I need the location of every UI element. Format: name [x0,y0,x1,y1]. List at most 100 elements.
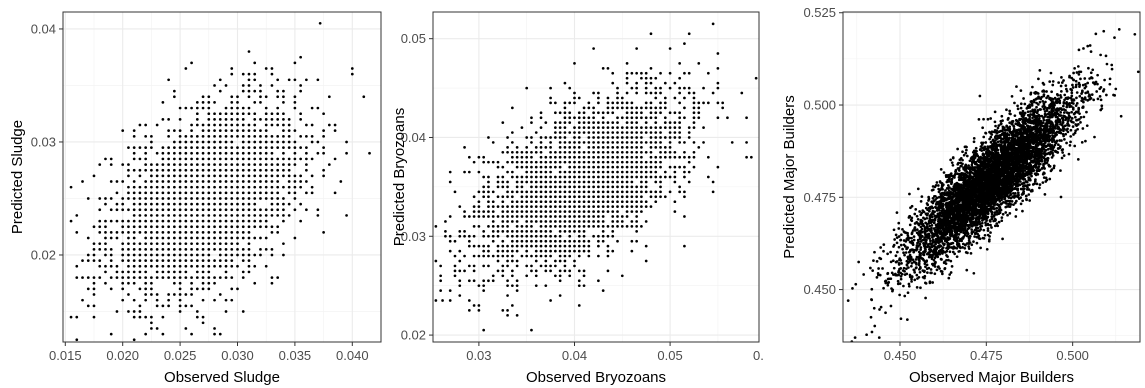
data-point [282,151,285,155]
data-point [282,219,285,223]
data-point [201,242,205,246]
data-point [463,229,466,233]
data-point [625,200,629,204]
data-point [549,175,552,179]
data-point [640,136,643,139]
data-point [92,253,96,257]
data-point [625,62,629,65]
data-point [434,225,438,228]
data-point [132,259,136,262]
data-point [241,247,245,251]
data-point [482,215,486,218]
data-point [155,202,159,206]
data-point [587,106,591,110]
data-point [144,276,148,279]
data-point [264,247,268,251]
data-point [611,81,615,85]
data-point [601,175,605,179]
data-point [897,245,901,249]
data-point [213,208,216,212]
data-point [914,258,918,261]
x-tick-label: 0.025 [164,348,197,363]
data-point [907,250,911,254]
data-point [558,121,562,125]
data-point [167,118,170,121]
data-point [195,310,199,313]
x-tick-label: 0.05 [657,348,682,363]
data-point [109,208,113,212]
data-point [293,129,297,133]
data-point [554,136,557,139]
data-point [554,200,557,204]
data-point [138,208,142,212]
data-point [577,180,581,184]
data-point [520,239,524,243]
data-point [506,190,509,194]
data-point [213,247,216,251]
data-point [173,219,176,223]
data-point [692,116,696,120]
data-point [501,254,505,258]
data-point [606,121,610,125]
data-point [625,195,629,199]
data-point [616,96,619,100]
data-point [544,170,548,174]
data-point [601,66,605,70]
data-point [965,154,969,158]
data-point [218,202,222,206]
data-point [597,215,600,218]
data-point [127,168,130,172]
data-point [104,225,107,229]
data-point [81,298,84,302]
data-point [539,136,543,139]
data-point [1006,213,1009,217]
data-point [902,230,906,233]
data-point [178,214,182,217]
data-point [345,151,348,155]
data-point [207,191,211,195]
data-point [184,140,188,144]
data-point [276,146,280,149]
data-point [892,266,896,270]
data-point [630,165,634,169]
data-point [687,131,691,134]
data-point [611,141,615,144]
data-point [316,214,320,217]
data-point [659,131,662,134]
data-point [224,225,228,229]
data-point [236,151,239,155]
data-point [1038,186,1041,190]
data-point [916,217,920,221]
data-point [625,141,629,144]
data-point [534,284,538,288]
data-point [558,175,562,179]
data-point [293,95,297,99]
data-point [167,276,170,279]
data-point [270,134,274,138]
data-point [98,276,102,279]
data-point [659,126,662,129]
data-point [962,153,966,157]
data-point [155,327,159,330]
data-point [663,121,667,125]
data-point [350,72,354,76]
x-axis-title: Observed Sludge [164,369,280,386]
data-point [276,157,280,161]
data-point [201,140,205,144]
data-point [282,89,285,93]
data-point [138,146,142,149]
data-point [635,220,638,223]
data-point [121,253,125,257]
data-point [611,165,615,169]
data-point [582,234,586,238]
data-point [1052,166,1056,170]
data-point [549,269,552,273]
data-point [276,134,280,138]
data-point [630,141,634,144]
data-point [144,208,148,212]
data-point [218,112,222,116]
data-point [487,225,490,228]
data-point [611,195,615,199]
data-point [716,81,720,85]
data-point [692,155,696,159]
